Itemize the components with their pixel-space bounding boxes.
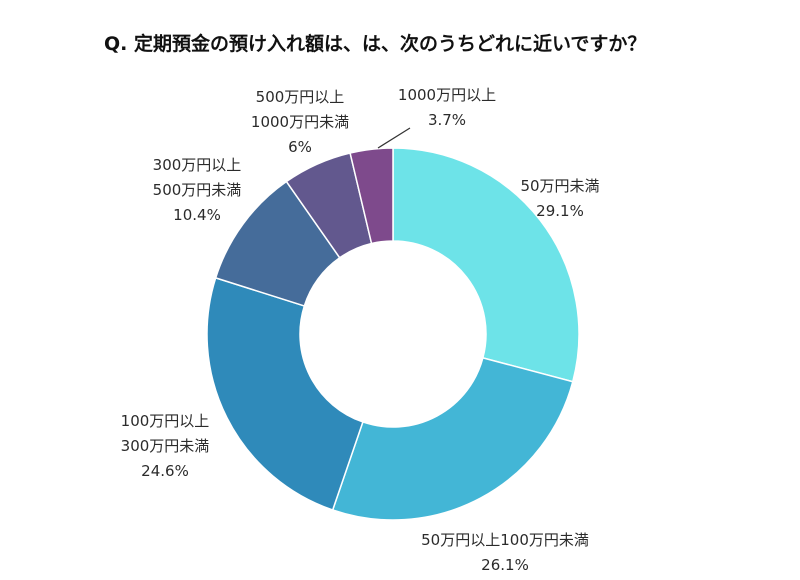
leader-line [377,127,411,149]
slice-label-3: 300万円以上 500万円未満 10.4% [153,156,242,224]
slice-label-2: 100万円以上 300万円未満 24.6% [121,412,210,480]
chart-title: Q. 定期預金の預け入れ額は、は、次のうちどれに近いですか？ [104,32,646,55]
slice-label-4: 500万円以上 1000万円未満 6% [251,88,349,156]
slice-label-5: 1000万円以上 3.7% [398,86,496,129]
slice-1 [331,356,574,521]
slice-2 [206,276,364,511]
slice-0 [392,147,580,383]
slice-5 [349,147,394,245]
donut-slices [206,147,580,521]
slice-label-0: 50万円未満 29.1% [520,177,599,220]
slice-label-1: 50万円以上100万円未満 26.1% [421,531,589,574]
slice-labels: 50万円未満 29.1% 50万円以上100万円未満 26.1% 100万円以上 300万… [121,86,600,574]
